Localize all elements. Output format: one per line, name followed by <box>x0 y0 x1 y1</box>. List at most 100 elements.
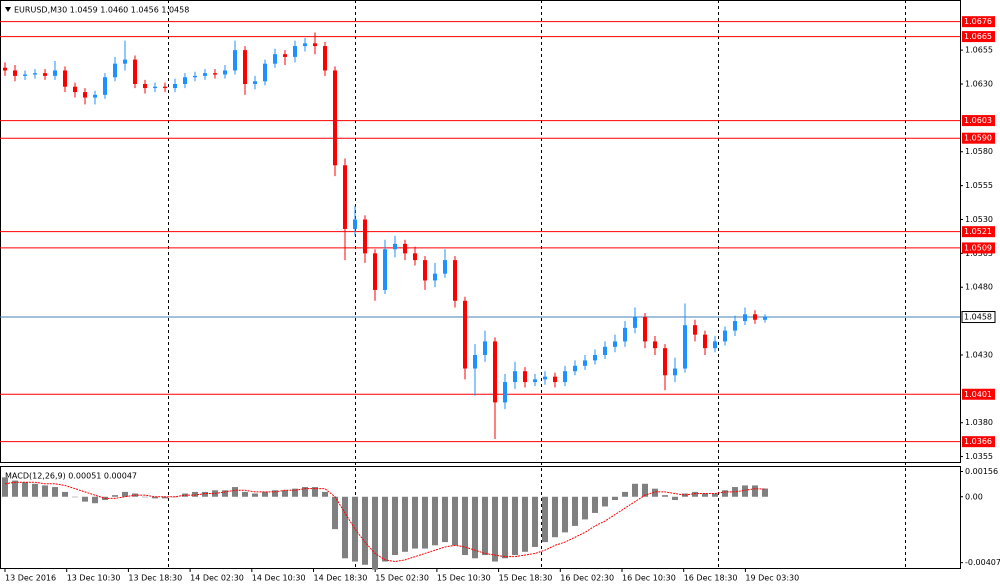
candle-body <box>23 74 27 76</box>
macd-bar <box>642 483 648 497</box>
macd-bar <box>742 485 748 497</box>
y-tick-label: 1.0430 <box>965 350 993 359</box>
macd-bar <box>412 496 418 549</box>
macd-bar <box>452 496 458 546</box>
macd-bar <box>342 496 348 559</box>
candle-body <box>353 219 357 229</box>
level-label: 1.0366 <box>964 437 992 446</box>
x-tick-label: 16 Dec 02:30 <box>560 574 614 583</box>
y-tick-label: 1.0480 <box>965 283 993 292</box>
candle-body <box>453 260 457 301</box>
candle-body <box>433 273 437 281</box>
y-tick-label: 1.0555 <box>965 181 993 190</box>
y-tick-label: 1.0630 <box>965 80 993 89</box>
macd-bar <box>52 487 58 497</box>
candle-body <box>493 341 497 403</box>
y-tick-label: 1.0580 <box>965 147 993 156</box>
level-label-box <box>962 16 995 28</box>
macd-bar <box>552 496 558 538</box>
macd-bar <box>372 496 378 570</box>
y-tick-label: 1.0355 <box>965 452 993 461</box>
x-tick-label: 14 Dec 10:30 <box>252 574 306 583</box>
macd-bar <box>712 493 718 497</box>
candle-body <box>193 75 197 78</box>
macd-bar <box>402 496 408 552</box>
candle-body <box>523 371 527 383</box>
x-tick-label: 14 Dec 18:30 <box>314 574 368 583</box>
macd-bar <box>462 496 468 556</box>
candle-body <box>563 371 567 383</box>
candle-body <box>423 260 427 281</box>
x-tick-label: 15 Dec 02:30 <box>375 574 429 583</box>
macd-bar <box>502 496 508 559</box>
macd-bar <box>322 491 328 497</box>
candle-body <box>763 317 767 320</box>
candle-body <box>663 348 667 376</box>
candle-body <box>363 219 367 254</box>
candle-body <box>393 243 397 250</box>
macd-bar <box>682 493 688 497</box>
macd-signal <box>4 481 766 563</box>
level-label: 1.0665 <box>964 32 992 41</box>
candle-body <box>613 341 617 347</box>
x-tick-label: 15 Dec 10:30 <box>437 574 491 583</box>
candle-body <box>163 86 167 89</box>
level-label-box <box>962 31 995 43</box>
macd-bar <box>292 488 298 497</box>
current-price-box <box>961 311 996 324</box>
candle-body <box>243 50 247 84</box>
candle-body <box>403 243 407 254</box>
candle-body <box>483 341 487 355</box>
macd-bar <box>252 493 258 497</box>
candle-body <box>683 325 687 369</box>
candle-body <box>13 70 17 76</box>
macd-bar <box>242 491 248 497</box>
candle-body <box>703 334 707 349</box>
macd-bar <box>482 496 488 556</box>
x-tick-label: 13 Dec 10:30 <box>67 574 121 583</box>
candle-body <box>623 327 627 342</box>
candle-body <box>33 73 37 75</box>
macd-bar <box>762 488 768 497</box>
macd-bar <box>162 496 168 499</box>
macd-bar <box>22 482 28 497</box>
candle-body <box>633 317 637 328</box>
macd-bar <box>302 487 308 497</box>
macd-bar <box>572 496 578 526</box>
candle-body <box>673 368 677 376</box>
macd-bar <box>732 487 738 497</box>
macd-bar <box>422 496 428 549</box>
macd-bar <box>2 477 8 497</box>
candle-body <box>313 43 317 47</box>
macd-bar <box>222 490 228 497</box>
candle-body <box>233 50 237 71</box>
candle-body <box>293 46 297 57</box>
macd-frame <box>0 466 961 569</box>
candle-body <box>303 43 307 47</box>
macd-bar <box>272 490 278 497</box>
macd-bar <box>582 496 588 520</box>
macd-bar <box>92 496 98 504</box>
macd-bar <box>202 491 208 497</box>
candle-body <box>223 70 227 75</box>
macd-bar <box>692 491 698 497</box>
candle-body <box>73 86 77 93</box>
x-tick-label: 14 Dec 02:30 <box>190 574 244 583</box>
header-arrow <box>5 7 11 12</box>
level-label-box <box>962 226 995 238</box>
y-tick-label: 1.0380 <box>965 418 993 427</box>
level-label: 1.0676 <box>964 17 992 26</box>
candle-body <box>543 376 547 380</box>
candle-body <box>103 77 107 95</box>
macd-bar <box>542 496 548 543</box>
y-tick-label: 1.0655 <box>965 46 993 55</box>
macd-bar <box>192 491 198 497</box>
x-tick-label: 13 Dec 2016 <box>5 574 56 583</box>
macd-y-tick-label: 0.00156 <box>965 467 998 476</box>
candle-body <box>323 46 327 71</box>
level-label: 1.0603 <box>964 116 992 125</box>
candle-body <box>413 253 417 261</box>
candle-body <box>213 73 217 75</box>
macd-bar <box>122 491 128 497</box>
candle-body <box>53 70 57 76</box>
